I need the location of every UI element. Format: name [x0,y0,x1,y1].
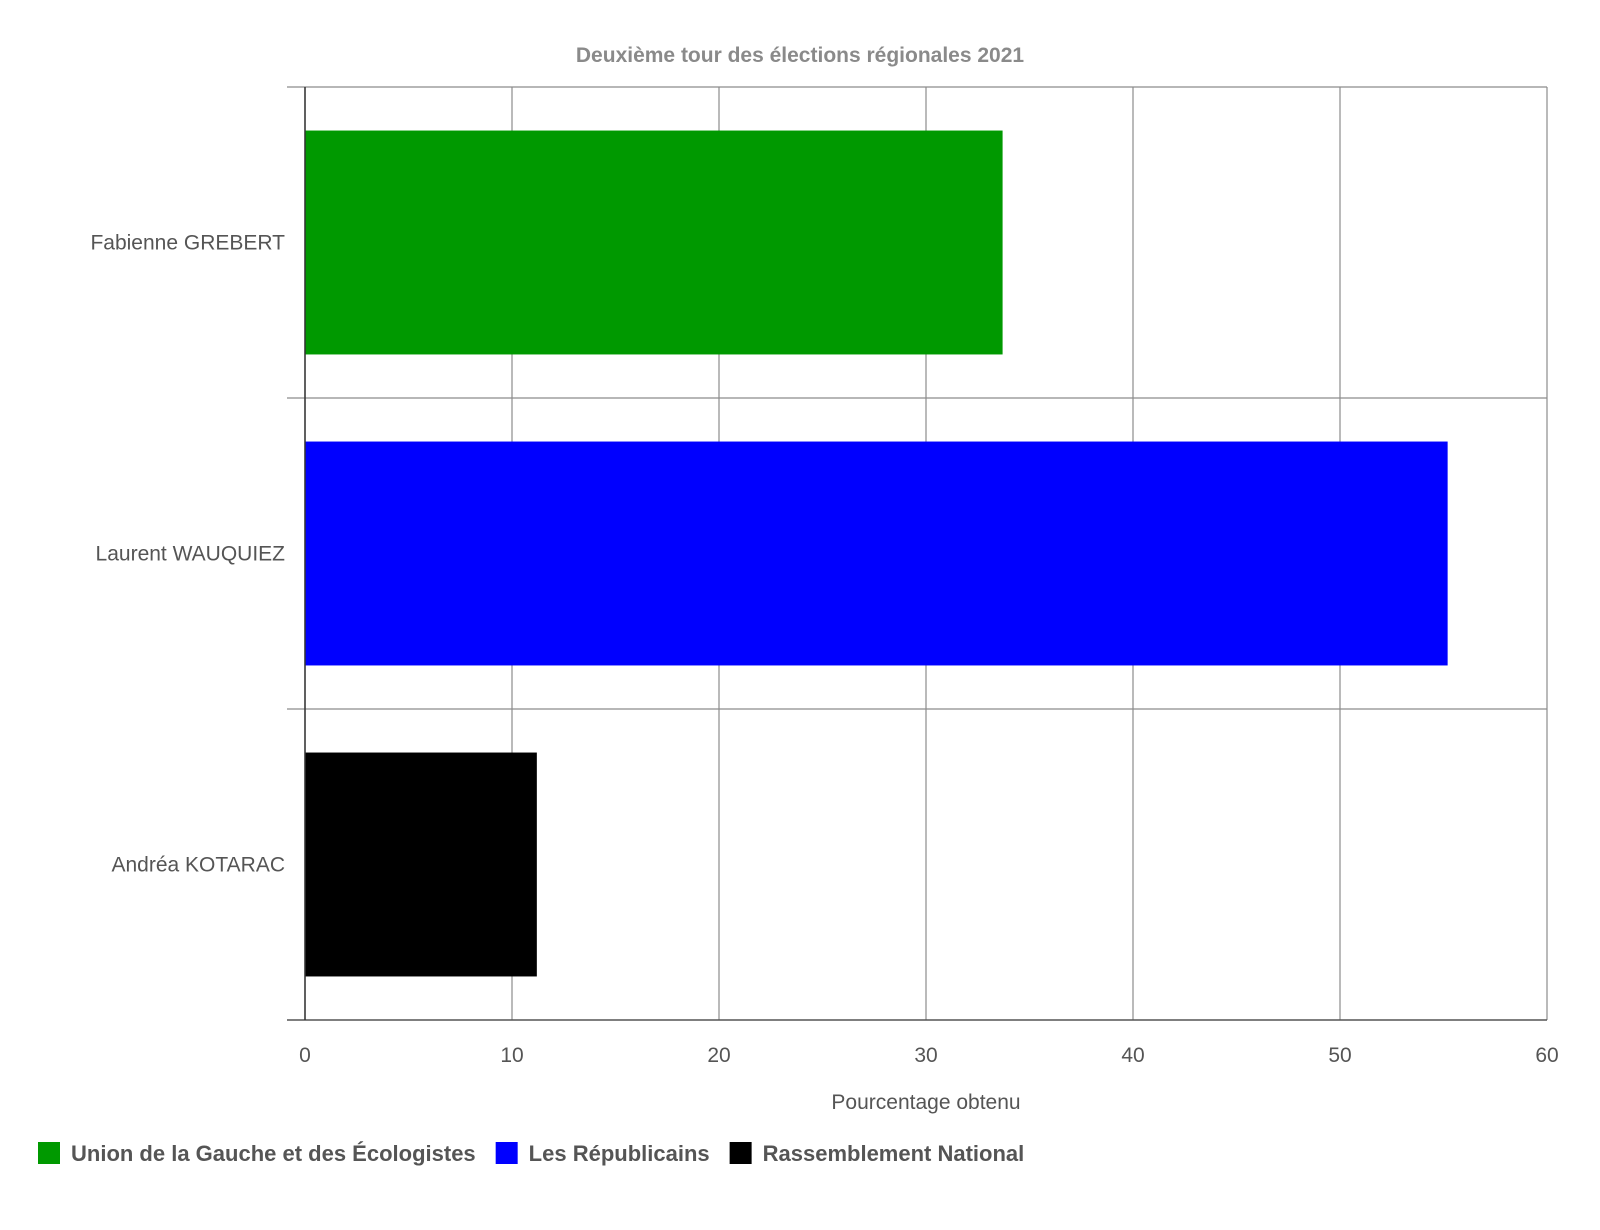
legend: Union de la Gauche et des Écologistes Les… [38,1141,1024,1166]
legend-swatch [495,1142,518,1164]
bar [305,441,1448,666]
x-tick-label: 20 [707,1044,730,1067]
category-label: Andréa KOTARAC [111,854,285,877]
bar [305,130,1003,355]
legend-label: Rassemblement National [763,1141,1025,1166]
x-tick-label: 40 [1121,1044,1144,1067]
x-tick-labels: 0 10 20 30 40 50 60 [299,1044,1559,1067]
category-labels: Fabienne GREBERT Laurent WAUQUIEZ Andréa K… [90,232,285,877]
x-tick-label: 60 [1535,1044,1558,1067]
x-tick-label: 10 [500,1044,523,1067]
legend-swatch [729,1142,752,1164]
bar [305,752,537,977]
x-tick-label: 30 [914,1044,937,1067]
legend-label: Les Républicains [529,1141,710,1166]
chart-title: Deuxième tour des élections régionales 2… [576,44,1025,67]
x-tick-label: 50 [1328,1044,1351,1067]
category-label: Fabienne GREBERT [90,232,285,255]
x-tick-label: 0 [299,1044,311,1067]
legend-swatch [38,1142,60,1164]
bars [305,130,1448,977]
legend-label: Union de la Gauche et des Écologistes [71,1141,476,1166]
x-axis-title: Pourcentage obtenu [831,1091,1020,1114]
category-label: Laurent WAUQUIEZ [96,543,286,566]
